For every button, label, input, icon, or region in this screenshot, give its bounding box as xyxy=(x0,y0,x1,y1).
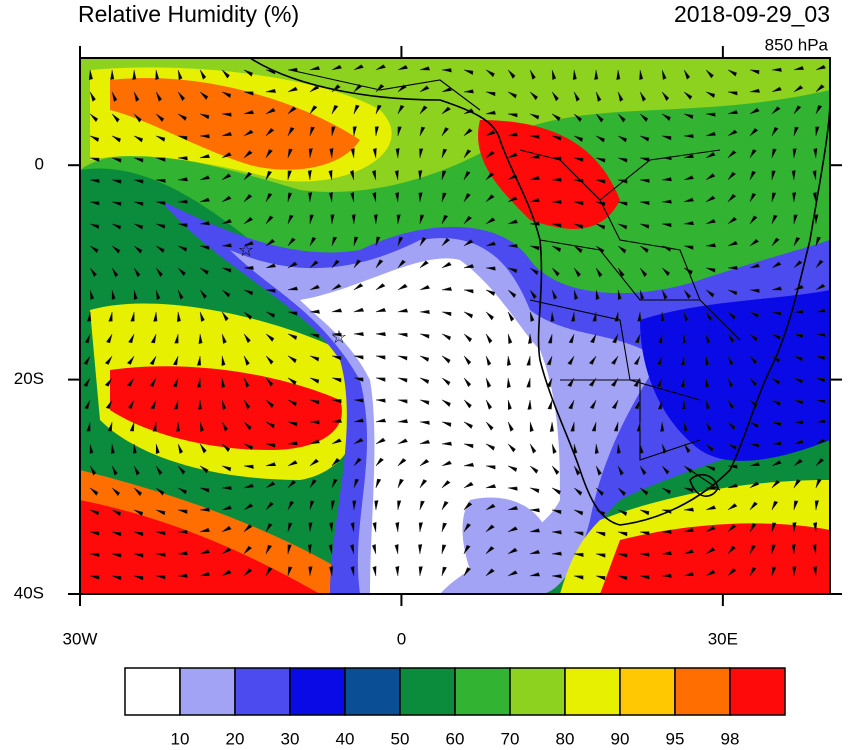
colorbar-label: 60 xyxy=(446,729,465,748)
colorbar-swatch xyxy=(674,667,731,716)
colorbar: 10 20 30 40 50 60 70 80 90 95 98 xyxy=(124,667,786,748)
colorbar-label: 80 xyxy=(556,729,575,748)
humidity-field xyxy=(80,58,830,594)
field-region xyxy=(478,120,620,229)
colorbar-swatch xyxy=(234,667,291,716)
colorbar-label: 90 xyxy=(611,729,630,748)
x-tick-label: 0 xyxy=(397,629,406,648)
field-region xyxy=(640,290,830,461)
star-marker: ☆ xyxy=(238,240,254,260)
colorbar-swatch xyxy=(344,667,401,716)
colorbar-swatch xyxy=(124,667,181,716)
colorbar-label: 40 xyxy=(336,729,355,748)
colorbar-label: 70 xyxy=(501,729,520,748)
field-region xyxy=(600,523,830,594)
map-frame xyxy=(79,57,831,595)
x-tick-label: 30E xyxy=(708,629,738,648)
star-marker: ☆ xyxy=(331,327,347,347)
title: Relative Humidity (%) xyxy=(78,1,299,27)
colorbar-swatch xyxy=(729,667,786,716)
field-region xyxy=(80,500,320,594)
y-tick-label: 40S xyxy=(14,583,44,602)
y-tick-label: 20S xyxy=(14,369,44,388)
colorbar-swatch xyxy=(564,667,621,716)
colorbar-label: 30 xyxy=(281,729,300,748)
colorbar-swatch xyxy=(399,667,456,716)
x-tick-label: 30W xyxy=(63,629,98,648)
colorbar-label: 50 xyxy=(391,729,410,748)
colorbar-label: 98 xyxy=(721,729,740,748)
y-tick-label: 0 xyxy=(35,155,44,174)
colorbar-swatch xyxy=(289,667,346,716)
colorbar-swatch xyxy=(619,667,676,716)
datetime: 2018-09-29_03 xyxy=(674,1,830,27)
field-region xyxy=(462,497,550,581)
colorbar-swatch xyxy=(454,667,511,716)
colorbar-swatch xyxy=(509,667,566,716)
colorbar-label: 95 xyxy=(666,729,685,748)
field-region xyxy=(110,78,360,170)
colorbar-swatch xyxy=(179,667,236,716)
level: 850 hPa xyxy=(765,35,829,54)
colorbar-label: 20 xyxy=(226,729,245,748)
colorbar-label: 10 xyxy=(171,729,190,748)
